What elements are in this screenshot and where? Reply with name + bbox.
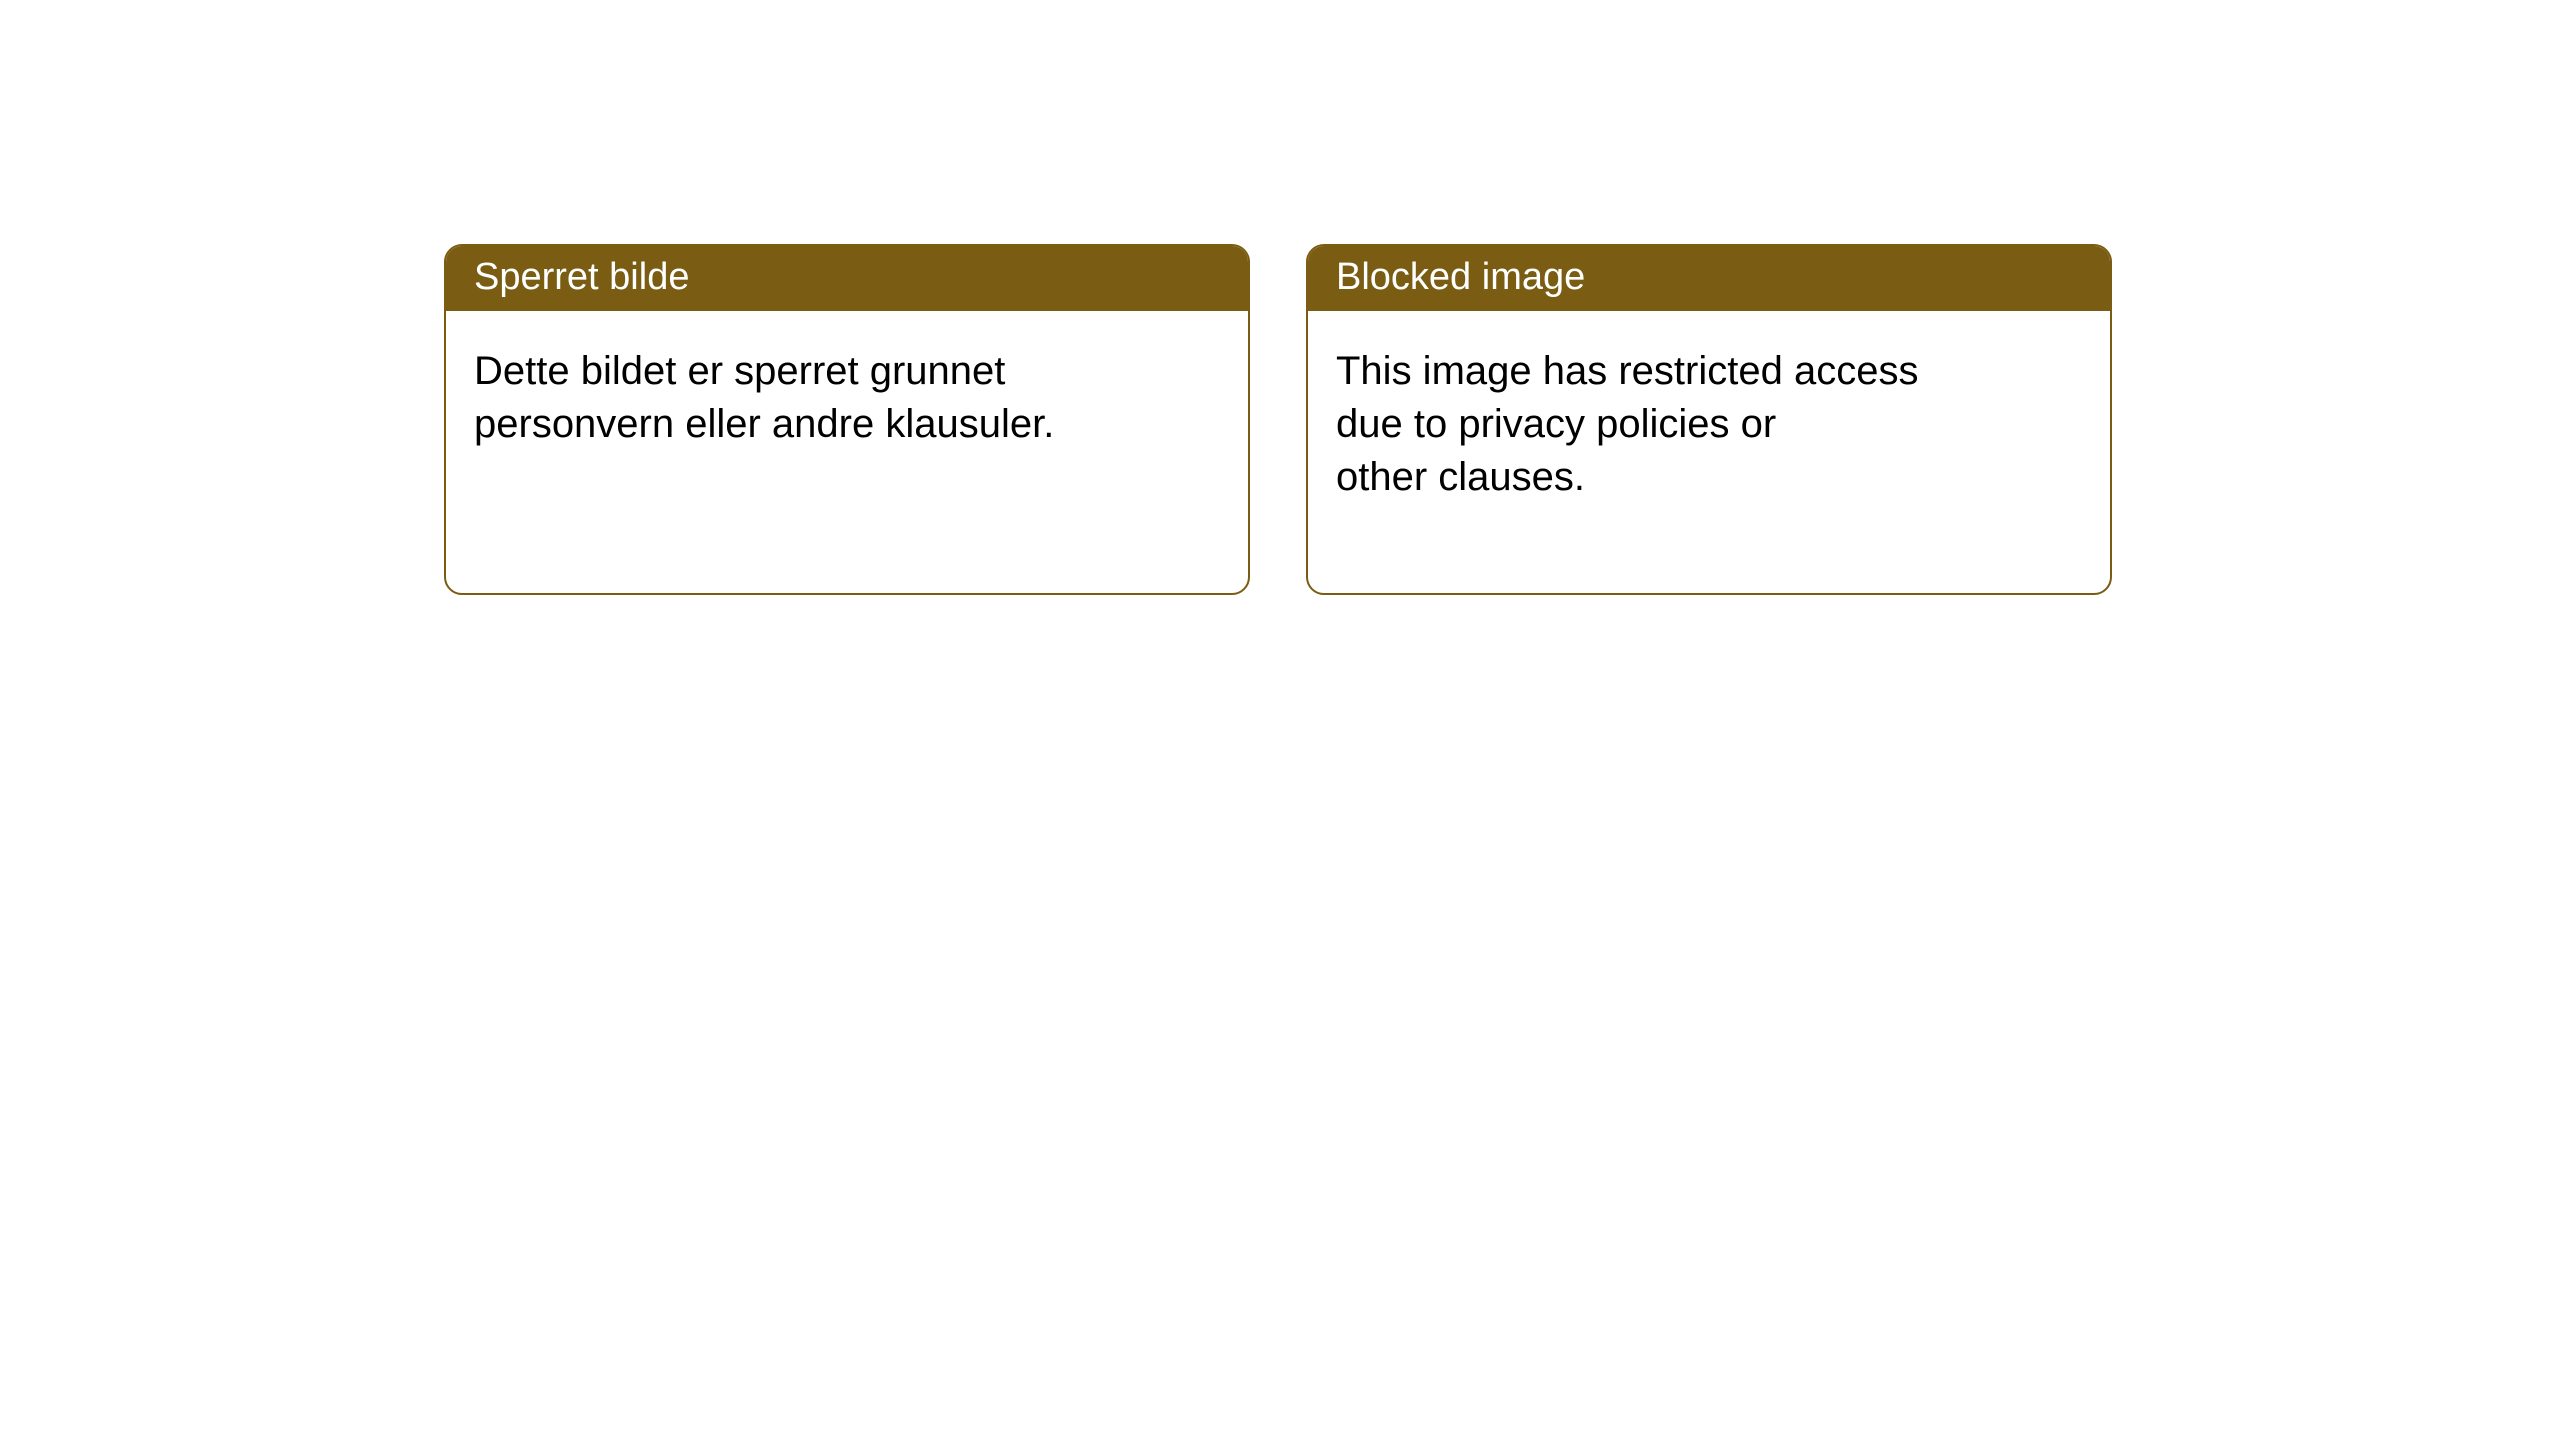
- notice-body-norwegian: Dette bildet er sperret grunnet personve…: [446, 311, 1248, 541]
- notice-card-norwegian: Sperret bilde Dette bildet er sperret gr…: [444, 244, 1250, 595]
- notice-card-english: Blocked image This image has restricted …: [1306, 244, 2112, 595]
- notice-header-english: Blocked image: [1308, 246, 2110, 311]
- notice-header-norwegian: Sperret bilde: [446, 246, 1248, 311]
- notice-body-english: This image has restricted access due to …: [1308, 311, 2110, 593]
- notice-container: Sperret bilde Dette bildet er sperret gr…: [0, 0, 2560, 595]
